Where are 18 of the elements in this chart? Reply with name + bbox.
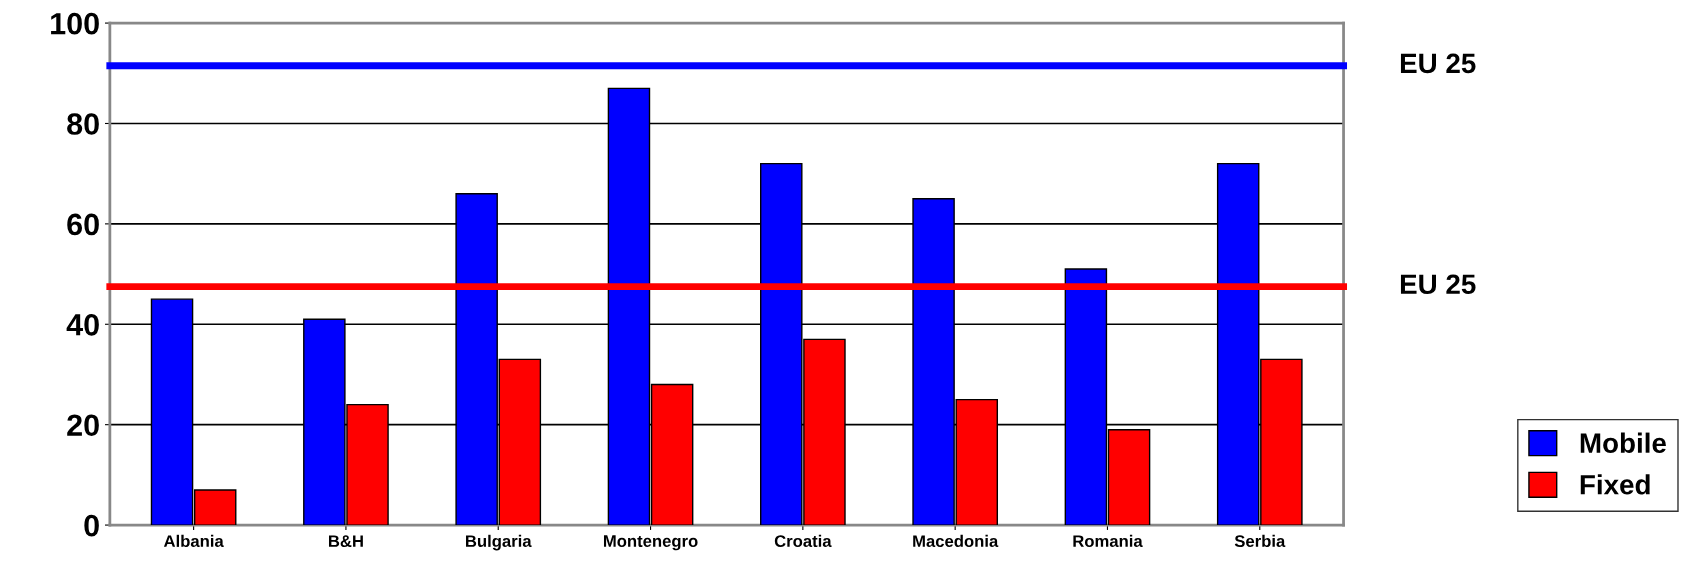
ref-line-label: EU 25	[1400, 53, 1476, 74]
y-tick-label: 0	[84, 514, 99, 537]
legend-label: Mobile	[1580, 432, 1666, 453]
x-tick-label: B&H	[328, 535, 363, 548]
legend-label: Fixed	[1580, 474, 1650, 495]
y-tick-label: 100	[51, 12, 99, 35]
x-tick-label: Montenegro	[603, 535, 698, 551]
y-tick-label: 20	[67, 414, 99, 437]
y-tick-label: 80	[67, 113, 99, 135]
x-tick-label: Romania	[1073, 534, 1143, 548]
x-tick-label: Albania	[163, 534, 224, 548]
x-tick-label: Serbia	[1234, 534, 1286, 548]
x-tick-label: Croatia	[774, 534, 832, 548]
x-tick-label: Bulgaria	[466, 534, 532, 551]
y-tick-label: 40	[66, 314, 99, 336]
ref-line-label: EU 25	[1400, 274, 1476, 295]
y-tick-label: 60	[67, 213, 99, 236]
x-tick-label: Macedonia	[913, 534, 999, 548]
